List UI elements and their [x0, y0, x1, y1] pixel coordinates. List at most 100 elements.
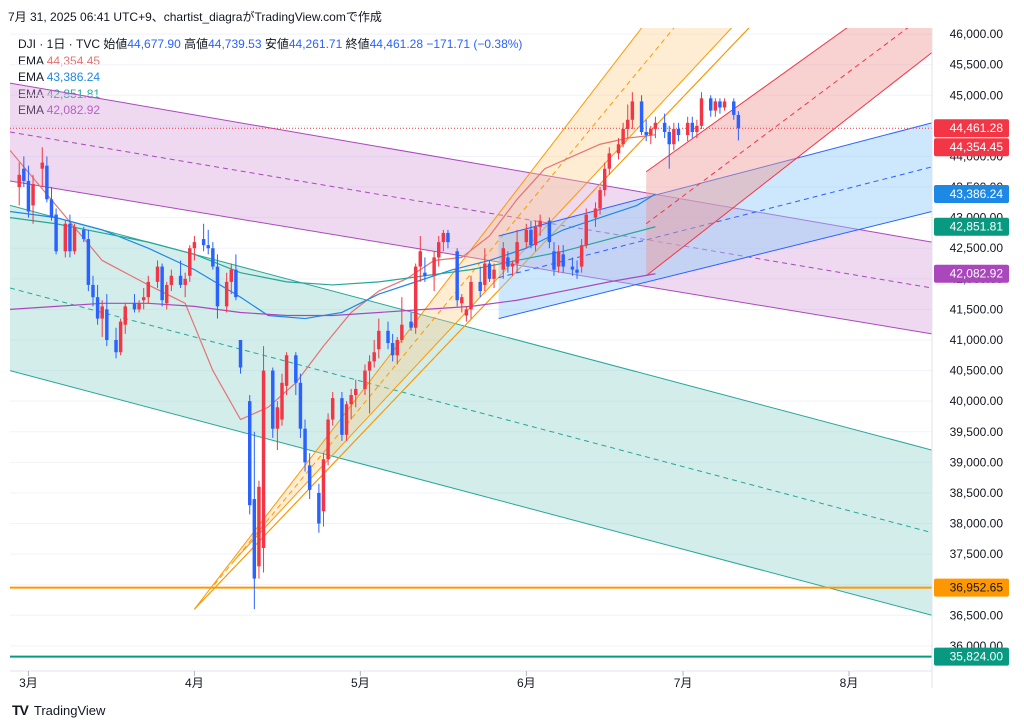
candle	[598, 187, 602, 215]
candle-body	[317, 492, 321, 524]
candle	[224, 272, 229, 313]
candle	[229, 263, 234, 295]
candle-body	[718, 101, 722, 108]
purple-channel-fill	[10, 83, 932, 334]
candle	[616, 138, 621, 160]
open-label: 始値	[103, 37, 128, 51]
chart-caption: 7月 31, 2025 06:41 UTC+9、chartist_diagraが…	[8, 10, 382, 24]
candle	[409, 312, 413, 331]
candle-body	[349, 395, 353, 405]
candle-body	[261, 370, 266, 548]
x-tick-label: 7月	[674, 676, 693, 690]
candle-body	[137, 303, 141, 310]
candle-body	[118, 321, 123, 353]
chart-legend: DJI · 1日 · TVC 始値44,677.90 高値44,739.53 安…	[18, 36, 522, 119]
candle	[390, 333, 395, 362]
candle	[649, 125, 653, 145]
candle	[349, 388, 353, 420]
candle	[722, 98, 727, 111]
candle	[653, 116, 658, 139]
blue-channel-fill	[498, 122, 932, 319]
candle-body	[91, 284, 95, 298]
tradingview-brand[interactable]: TV TradingView	[12, 702, 105, 718]
candle	[82, 226, 86, 243]
candle	[206, 229, 210, 255]
y-tick-label: 39,000.00	[950, 455, 1004, 469]
candle	[201, 223, 206, 252]
ema-value: 43,386.24	[46, 70, 101, 84]
price-label-text: 44,354.45	[950, 140, 1004, 154]
candle	[437, 235, 441, 267]
candle-body	[483, 263, 487, 285]
candle-body	[529, 229, 533, 246]
orange-channel-median	[214, 28, 675, 586]
candle	[271, 367, 275, 438]
candle-body	[386, 330, 390, 344]
symbol-label[interactable]: DJI · 1日 · TVC	[18, 37, 101, 51]
candle-body	[676, 128, 681, 136]
candle	[303, 419, 307, 472]
candle	[123, 303, 127, 334]
candle	[708, 95, 713, 117]
candle	[100, 300, 104, 337]
candle-body	[95, 297, 100, 319]
candle-body	[82, 229, 86, 240]
candle-body	[478, 281, 482, 292]
candle-body	[229, 269, 234, 282]
candle	[584, 208, 588, 249]
candle-body	[165, 284, 169, 304]
candle-body	[699, 98, 704, 126]
candle	[188, 245, 192, 282]
level-label-text: 36,952.65	[950, 581, 1004, 595]
candle-body	[45, 165, 49, 200]
price-label-box	[934, 264, 1009, 283]
ema-row-2[interactable]: EMA 43,386.24	[18, 69, 522, 86]
candle	[211, 242, 215, 270]
candle-body	[662, 122, 667, 132]
level-label-box	[934, 578, 1009, 597]
level-label-text: 35,824.00	[950, 650, 1004, 664]
blue-channel-lower	[498, 211, 932, 320]
candle-body	[464, 309, 469, 316]
candle	[330, 391, 335, 426]
candle-body	[257, 486, 261, 567]
candle	[533, 220, 538, 252]
candle	[247, 395, 252, 515]
candle-body	[234, 269, 238, 298]
candle	[621, 122, 625, 148]
candle	[160, 263, 164, 307]
price-label-box	[934, 185, 1009, 204]
x-tick-label: 5月	[351, 676, 370, 690]
candle	[326, 413, 330, 466]
candle-body	[294, 355, 298, 383]
candle-body	[653, 122, 658, 129]
candle	[31, 174, 35, 224]
candle-body	[160, 266, 164, 301]
candle	[155, 260, 160, 288]
candle	[713, 98, 718, 117]
red-channel-fill	[646, 28, 932, 276]
candle-body	[685, 122, 690, 136]
candle-body	[188, 248, 192, 276]
ema-row-1[interactable]: EMA 44,354.45	[18, 53, 522, 70]
red-channel-median	[645, 28, 909, 225]
candle	[280, 373, 284, 426]
candle-body	[409, 321, 413, 328]
candle	[644, 119, 648, 142]
close-value: 44,461.28	[369, 37, 424, 51]
candle	[524, 223, 529, 249]
candle	[165, 281, 169, 310]
ema-row-4[interactable]: EMA 42,082.92	[18, 102, 522, 119]
candle	[386, 321, 390, 350]
candle	[54, 208, 58, 255]
candle-body	[515, 242, 519, 264]
candle	[215, 254, 220, 319]
candle	[238, 339, 243, 374]
ema-label: EMA	[18, 70, 44, 84]
blue-channel-upper	[498, 122, 932, 237]
candle-body	[413, 266, 418, 328]
candle	[418, 235, 423, 282]
purple-channel-lower	[10, 180, 932, 335]
candle	[556, 245, 561, 273]
